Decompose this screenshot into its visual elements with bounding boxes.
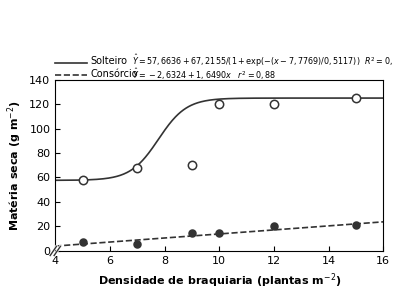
Y-axis label: Matéria seca (g m$^{-2}$): Matéria seca (g m$^{-2}$) xyxy=(5,100,24,231)
X-axis label: Densidade de braquiaria (plantas m$^{-2}$): Densidade de braquiaria (plantas m$^{-2}… xyxy=(98,271,341,290)
Text: $\hat{Y}=-2,6324+1,6490x$   $r^2=0,88$: $\hat{Y}=-2,6324+1,6490x$ $r^2=0,88$ xyxy=(132,66,276,82)
Text: Solteiro: Solteiro xyxy=(91,56,128,66)
Text: Consórcio: Consórcio xyxy=(91,69,139,79)
Text: $\hat{Y}=57,6636+67,2155/(1+\exp(-(x-7,7769)/0,5117))$  $R^2=0,$: $\hat{Y}=57,6636+67,2155/(1+\exp(-(x-7,7… xyxy=(132,53,393,69)
